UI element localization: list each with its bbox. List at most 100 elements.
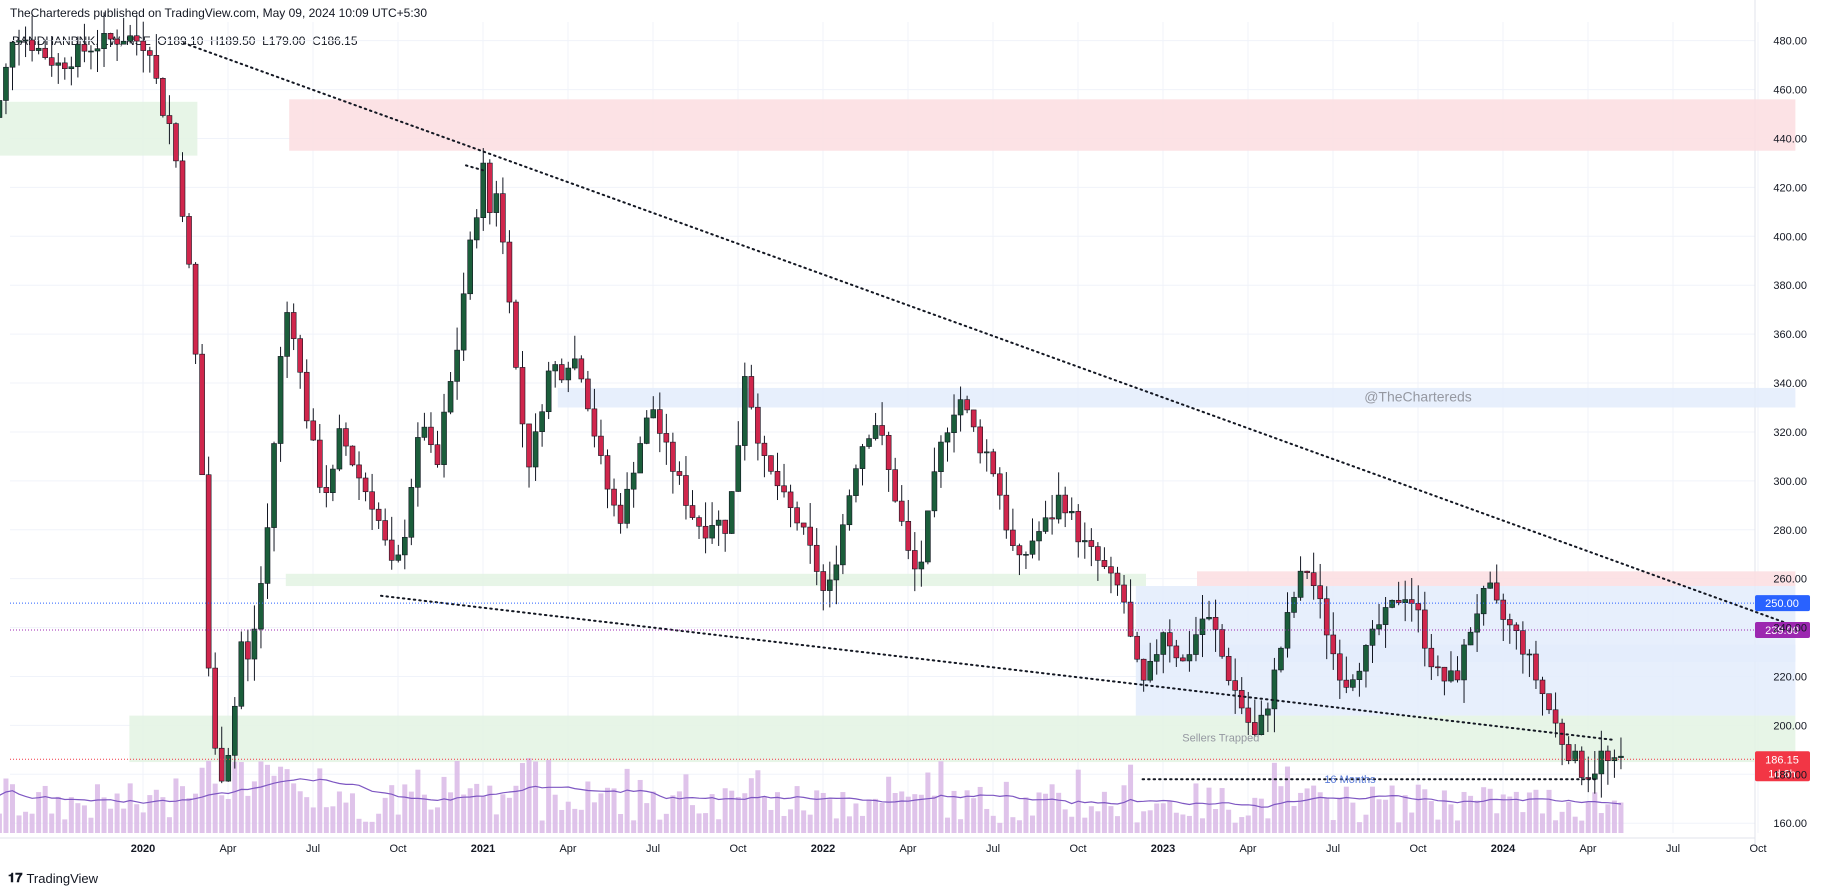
candle-down [1304, 570, 1310, 574]
candle-up [741, 376, 748, 446]
candle-up [55, 62, 62, 66]
candle-down [1317, 585, 1323, 600]
volume-bar [153, 789, 159, 833]
volume-bar [748, 778, 754, 833]
candle-up [284, 312, 290, 357]
candle-down [1212, 617, 1219, 630]
candle-down [1016, 545, 1023, 556]
candle-up [75, 44, 81, 68]
volume-bar [1343, 786, 1349, 833]
volume-bar [336, 791, 342, 833]
volume-bar [709, 794, 715, 833]
volume-bar [467, 788, 473, 833]
candle-down [689, 505, 696, 518]
time-tick-label: Oct [729, 843, 746, 855]
volume-bar [703, 813, 709, 833]
candle-down [1500, 599, 1507, 620]
volume-bar [657, 819, 663, 833]
volume-bar [1592, 792, 1598, 833]
volume-bar [1252, 797, 1258, 833]
candle-up [441, 411, 447, 465]
volume-bar [1454, 820, 1460, 833]
candle-up [1376, 624, 1382, 630]
volume-bar [1193, 783, 1199, 833]
time-tick-label: Jul [646, 843, 660, 855]
candle-down [670, 441, 676, 472]
volume-bar [1500, 794, 1506, 833]
volume-bar [1402, 795, 1408, 833]
volume-bar [1409, 812, 1415, 833]
time-tick-label: Jul [1326, 843, 1340, 855]
volume-bar [1232, 822, 1238, 833]
candle-down [977, 426, 983, 454]
volume-bar [415, 769, 421, 833]
candle-up [473, 217, 480, 241]
candle-down [755, 406, 761, 444]
candle-up [88, 50, 94, 53]
annotation-label: Sellers Trapped [1182, 733, 1259, 745]
candle-down [1546, 693, 1552, 711]
candle-up [571, 358, 578, 369]
candle-down [140, 40, 147, 51]
candle-down [290, 312, 297, 339]
candle-up [101, 33, 107, 50]
candle-up [1448, 670, 1454, 682]
candle-down [61, 62, 68, 69]
level-badge-label: 239.00 [1765, 625, 1799, 637]
candle-down [1140, 658, 1147, 681]
candle-down [179, 160, 186, 217]
candle-down [1173, 645, 1180, 659]
candle-down [1252, 722, 1258, 735]
volume-bar [1180, 814, 1186, 833]
candle-up [859, 446, 866, 469]
candle-down [107, 33, 114, 40]
volume-bar [1605, 804, 1611, 833]
candle-down [1435, 666, 1441, 669]
candle-down [656, 409, 663, 434]
time-tick-label: 2021 [471, 843, 495, 855]
candle-down [1049, 517, 1055, 520]
candle-down [343, 428, 349, 447]
candle-down [1337, 653, 1343, 681]
candle-down [964, 399, 970, 411]
volume-bar [977, 786, 983, 833]
volume-bar [1023, 797, 1029, 833]
volume-bar [1428, 801, 1434, 833]
volume-bar [310, 807, 316, 833]
time-tick-label: Apr [1579, 843, 1596, 855]
volume-bar [1043, 793, 1049, 833]
candle-up [1363, 645, 1369, 672]
volume-bar [1526, 792, 1532, 833]
price-levels: 250.00 239.00 186.15 1d 6h [10, 595, 1810, 782]
candle-down [323, 487, 330, 493]
volume-bar [225, 798, 231, 833]
volume-bar [814, 790, 820, 833]
candle-up [1369, 628, 1376, 646]
volume-bar [1461, 791, 1467, 833]
candle-down [29, 39, 35, 51]
volume-bar [1533, 789, 1539, 833]
volume-bar [918, 794, 924, 833]
candle-down [1108, 566, 1114, 574]
volume-bar [62, 819, 68, 833]
candle-down [774, 471, 781, 487]
candle-up [1467, 631, 1474, 646]
candle-up [271, 443, 277, 528]
volume-bar [1134, 822, 1140, 833]
volume-bar [873, 798, 879, 833]
price-tick-label: 320.00 [1773, 427, 1807, 439]
candle-up [1618, 755, 1624, 758]
candle-up [866, 438, 872, 447]
volume-bar [944, 817, 950, 833]
footer-brand[interactable]: 𝟏𝟕 TradingView [8, 870, 98, 886]
volume-bar [1206, 787, 1212, 833]
volume-bar [81, 805, 87, 833]
volume-bar [140, 812, 146, 833]
volume-bar [827, 799, 833, 833]
volume-bar [114, 793, 120, 833]
candle-up [1356, 670, 1363, 680]
candle-down [160, 78, 166, 116]
volume-bar [49, 813, 55, 833]
volume-bar [755, 770, 761, 833]
